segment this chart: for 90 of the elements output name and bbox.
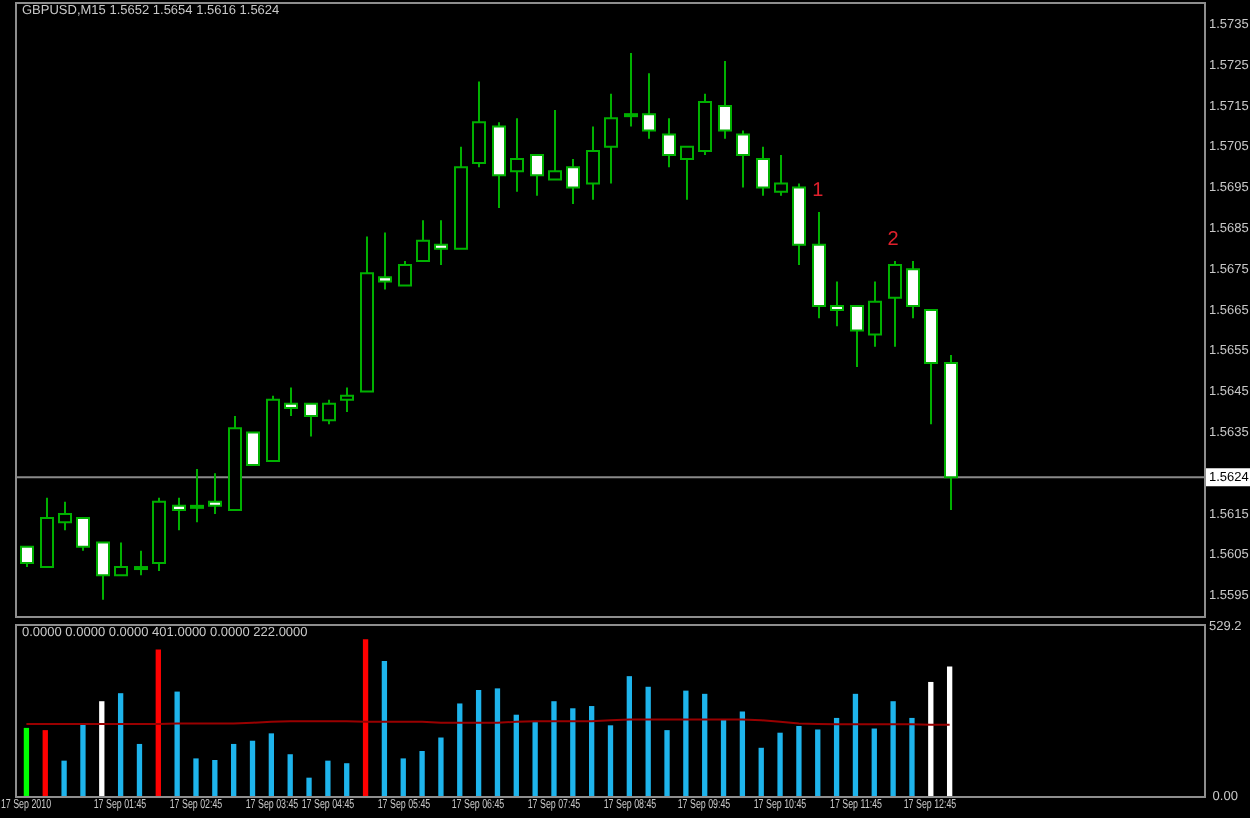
candlestick <box>888 260 902 348</box>
bar <box>626 676 632 796</box>
bar <box>212 760 218 796</box>
bar <box>231 743 237 796</box>
bar <box>362 639 369 796</box>
candlestick <box>510 117 524 193</box>
candlestick <box>434 219 448 267</box>
candlestick <box>284 386 298 418</box>
bar <box>852 693 859 796</box>
candlestick <box>868 280 882 348</box>
bar <box>61 760 67 796</box>
bar <box>193 758 199 796</box>
candlestick <box>756 145 770 197</box>
bar <box>381 661 388 796</box>
candlestick <box>322 398 336 426</box>
bar <box>890 701 896 796</box>
bar <box>607 725 614 796</box>
bar <box>249 740 256 796</box>
bar <box>174 691 180 796</box>
candlestick <box>20 545 34 569</box>
candlestick <box>642 72 656 140</box>
candlestick <box>624 51 638 128</box>
candlestick <box>604 92 618 185</box>
bar <box>513 714 519 796</box>
candlestick <box>340 386 354 413</box>
text: 1 <box>812 179 824 202</box>
bar <box>42 730 48 796</box>
candlestick <box>680 145 694 201</box>
bar <box>551 701 557 796</box>
bar <box>419 751 425 796</box>
bar <box>438 737 444 796</box>
bar <box>306 777 312 796</box>
candlestick <box>906 260 920 320</box>
bar <box>739 711 746 796</box>
bar <box>325 760 331 796</box>
bar <box>475 689 482 796</box>
candlestick <box>76 517 90 552</box>
candlestick <box>586 125 600 201</box>
candlestick <box>172 496 186 532</box>
bar <box>400 758 406 796</box>
candlestick <box>114 541 128 577</box>
bar <box>494 688 501 796</box>
candlestick <box>208 472 222 515</box>
candlestick <box>830 280 844 328</box>
candlestick <box>736 129 750 189</box>
candlestick <box>774 153 788 197</box>
bar <box>155 649 161 796</box>
bar <box>909 717 915 796</box>
candlestick <box>190 468 204 524</box>
candlestick <box>472 80 486 169</box>
candlestick <box>416 219 430 263</box>
candlestick <box>548 109 562 181</box>
bar <box>589 706 595 796</box>
candlestick <box>850 304 864 369</box>
bar <box>815 729 821 796</box>
candlestick <box>378 231 392 291</box>
candlestick <box>566 158 580 205</box>
bar <box>99 701 105 796</box>
bar <box>532 722 538 796</box>
bar <box>136 743 143 796</box>
bar <box>268 733 275 796</box>
bar <box>833 717 840 796</box>
bar <box>344 763 350 796</box>
candlestick <box>398 260 412 287</box>
bar <box>720 719 727 796</box>
bar <box>570 708 576 796</box>
bar <box>664 730 670 796</box>
bar <box>80 724 86 796</box>
candlestick <box>662 117 676 169</box>
bar <box>777 732 783 796</box>
bar <box>928 681 934 796</box>
candlestick <box>96 541 110 601</box>
bar <box>796 725 802 796</box>
bar <box>287 754 293 796</box>
candlestick <box>246 431 260 467</box>
candlestick <box>718 60 732 140</box>
bar <box>758 747 764 796</box>
bar <box>683 690 689 796</box>
candlestick <box>304 402 318 438</box>
bar <box>946 666 953 796</box>
bar <box>871 728 877 796</box>
candlestick <box>58 500 72 532</box>
bar <box>23 727 30 796</box>
bar <box>457 703 463 796</box>
candlestick <box>530 153 544 197</box>
text: 2 <box>887 228 899 251</box>
bar <box>117 693 124 796</box>
bar <box>645 686 651 796</box>
candlestick <box>134 549 148 577</box>
bar <box>702 693 708 796</box>
